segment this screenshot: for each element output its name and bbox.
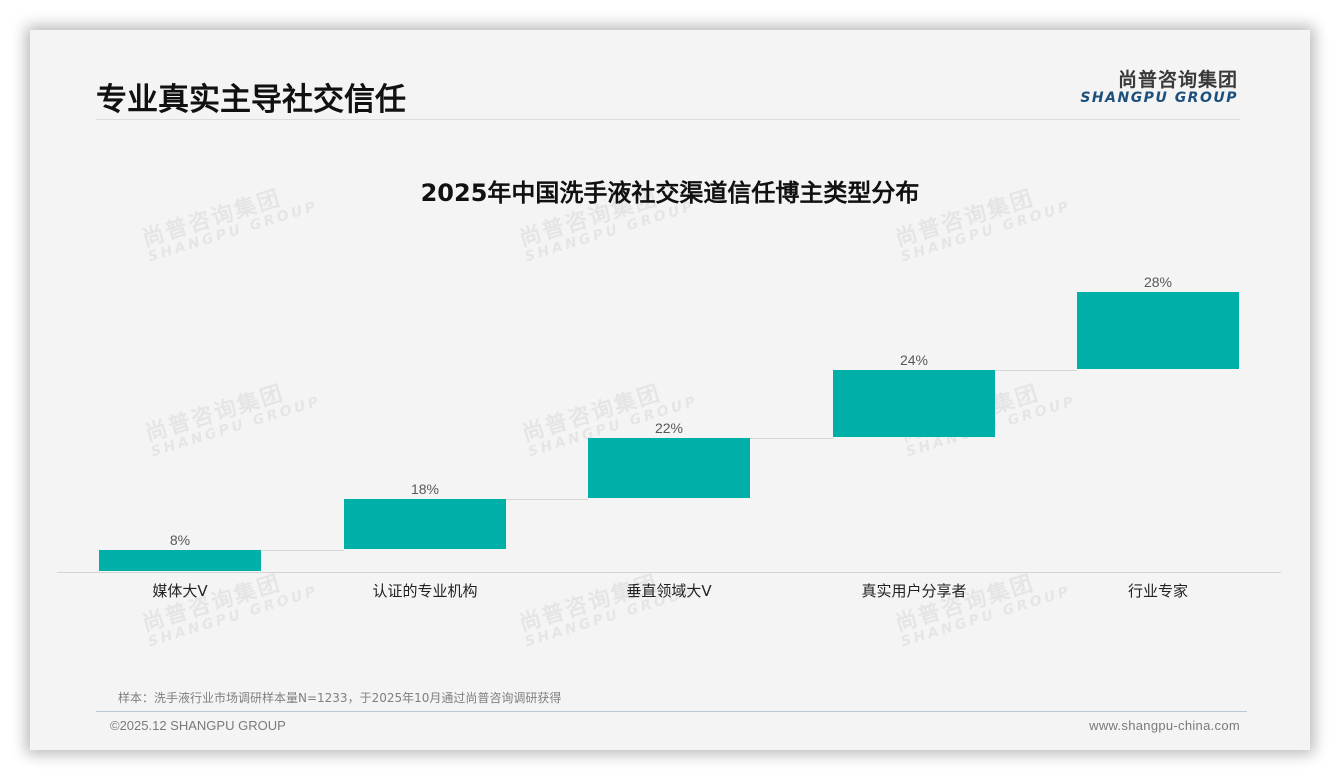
copyright-text: ©2025.12 SHANGPU GROUP — [110, 718, 286, 733]
chart-title: 2025年中国洗手液社交渠道信任博主类型分布 — [420, 179, 920, 207]
sample-note: 样本：洗手液行业市场调研样本量N=1233，于2025年10月通过尚普咨询调研获… — [118, 691, 562, 705]
category-label: 认证的专业机构 — [372, 582, 478, 600]
bar-value-label: 24% — [899, 352, 929, 369]
connector-line — [261, 549, 344, 551]
bar-value-label: 8% — [169, 531, 191, 548]
bar-value-label: 22% — [654, 419, 684, 436]
bar-4 — [1077, 292, 1239, 370]
footer-divider — [96, 711, 1247, 712]
connector-line — [506, 499, 588, 501]
website-link[interactable]: www.shangpu-china.com — [1089, 718, 1240, 733]
company-logo: 尚普咨询集团 SHANGPU GROUP — [1080, 65, 1238, 106]
bar-3 — [833, 370, 995, 437]
bar-value-label: 28% — [1143, 274, 1173, 290]
category-label: 媒体大V — [152, 582, 208, 600]
bar-value-label: 18% — [410, 481, 440, 498]
logo-cn-text: 尚普咨询集团 — [1117, 69, 1238, 91]
bar-2 — [588, 437, 750, 499]
x-axis-line — [57, 572, 1281, 573]
slide: 尚普咨询集团 SHANGPU GROUP 尚普咨询集团 SHANGPU GROUP … — [30, 30, 1310, 750]
title-divider — [96, 119, 1240, 120]
page-title: 专业真实主导社交信任 — [96, 82, 406, 118]
category-label: 真实用户分享者 — [861, 582, 967, 600]
bar-0 — [99, 549, 261, 571]
connector-line — [995, 370, 1077, 372]
logo-en-text: SHANGPU GROUP — [1080, 90, 1238, 106]
category-label: 行业专家 — [1127, 582, 1188, 600]
bar-1 — [344, 499, 506, 549]
category-label: 垂直领域大V — [626, 582, 712, 600]
connector-line — [750, 437, 833, 439]
